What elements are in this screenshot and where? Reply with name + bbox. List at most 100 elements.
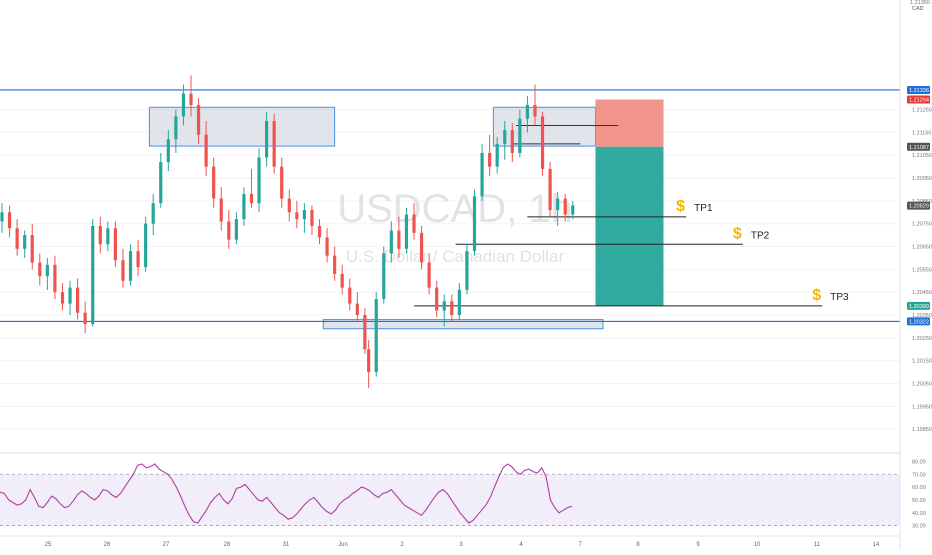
rsi-tick: 70.00 [912,472,926,478]
candle-body [0,212,4,222]
candle-body [53,264,57,293]
candle-body [113,228,117,261]
candle-body [374,299,378,373]
price-label-text: 1.21087 [909,145,929,151]
time-tick: 7 [578,542,582,548]
price-tick: 1.20650 [912,245,932,251]
time-tick: Jun [338,542,348,548]
candle-body [257,157,261,204]
time-tick: 9 [696,542,700,548]
candle-body [23,235,27,249]
candles [0,75,575,389]
price-label-text: 1.21294 [909,98,929,104]
rsi-tick: 30.00 [912,524,926,530]
candle-body [480,152,484,197]
rsi-tick: 40.00 [912,511,926,517]
candle-body [204,134,208,167]
candle-body [249,194,254,204]
candle-body [38,262,42,277]
price-label-box [907,317,930,326]
candle-body [189,93,193,106]
candle-body [389,230,393,254]
position-tool[interactable] [595,99,664,306]
price-tick: 1.21350 [910,0,930,6]
candle-body [317,226,322,238]
candle-body [367,349,371,373]
candle-body [340,273,344,288]
rsi-pane [0,463,900,526]
target-label: TP1 [694,203,713,214]
candle-body [363,315,367,350]
candle-body [495,143,499,167]
watermark-description: U.S. Dollar / Canadian Dollar [346,247,565,266]
time-axis: 25 26 27 28 31 Jun 2 3 4 7 8 9 10 11 14 [0,535,900,548]
candle-body [45,264,49,277]
dollar-icon: $ [733,225,742,242]
grid [0,109,900,454]
price-label-text: 1.20322 [909,319,929,325]
target-label: TP2 [751,230,770,241]
candle-body [174,116,178,140]
candle-body [242,194,246,220]
candle-body [68,287,72,304]
candle-body [518,118,522,153]
price-label-text: 1.21336 [909,88,929,94]
candle-body [465,251,469,290]
time-tick: 2 [400,542,404,548]
price-label-box [907,85,930,94]
candle-body [83,312,87,325]
candle-body [525,105,530,119]
price-tick: 1.21250 [912,108,932,114]
candle-body [571,205,575,215]
candle-body [450,301,454,316]
candle-body [355,303,359,316]
price-label-text: 1.20829 [909,204,929,210]
candle-body [181,93,186,117]
price-label-box [907,301,930,310]
candle-body [427,262,431,288]
candle-body [98,226,102,245]
candle-body [151,203,155,224]
candle-body [212,166,216,199]
price-tick: 1.20550 [912,267,932,273]
rsi-band [0,474,900,526]
time-tick: 26 [104,542,111,548]
watermark: USDCAD, 1h U.S. Dollar / Canadian Dollar [337,187,573,266]
candle-body [91,226,95,325]
price-label-text: 1.20390 [909,304,929,310]
candle-body [333,255,337,274]
dollar-icon: $ [812,287,821,304]
watermark-symbol: USDCAD, 1h [337,187,573,231]
target-label: TP3 [830,292,849,303]
candle-body [136,251,140,268]
price-tick: 1.20150 [912,359,932,365]
candle-body [397,230,401,249]
candle-body [15,228,19,249]
time-tick: 31 [283,542,290,548]
candle-body [302,210,306,220]
time-tick: 3 [459,542,463,548]
candle-body [159,162,163,204]
time-tick: 4 [519,542,523,548]
candle-body [472,196,477,252]
price-label-box [907,95,930,104]
candle-body [287,198,291,213]
candle-body [219,198,223,222]
supply-zone-right [492,106,596,147]
candle-body [556,198,560,211]
price-tick: 1.20050 [912,382,932,388]
candle-body [280,166,284,199]
candle-body [419,232,424,263]
candle-body [265,120,269,158]
candle-body [60,292,65,304]
candle-body [106,228,110,245]
candle-body [488,152,492,167]
rsi-tick: 60.00 [912,485,926,491]
candle-body [533,105,537,117]
candle-body [325,237,329,256]
time-tick: 28 [224,542,231,548]
take-profit-zone [595,146,664,306]
time-tick: 25 [45,542,52,548]
candle-body [503,130,507,144]
